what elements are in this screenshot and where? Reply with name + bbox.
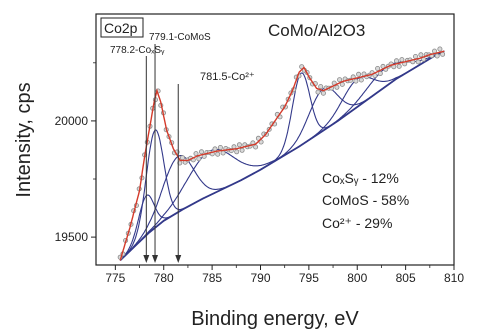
measured-point <box>393 58 399 64</box>
measured-point <box>396 63 402 69</box>
marker-arrow-0 <box>143 255 150 263</box>
measured-point <box>437 46 443 52</box>
legend-entry-cosy: CoₓSᵧ - 12% <box>322 170 399 186</box>
y-tick-label: 19500 <box>55 230 89 244</box>
measured-point <box>193 151 199 157</box>
measured-point <box>239 147 245 153</box>
measured-point <box>418 52 424 58</box>
measured-point <box>399 57 405 63</box>
measured-point <box>198 149 204 155</box>
x-tick-label: 790 <box>250 271 270 285</box>
marker-arrow-1 <box>152 255 159 263</box>
measured-point <box>434 53 440 59</box>
marker-label-cosy: 778.2-CoₓSᵧ <box>110 45 165 56</box>
measured-point <box>217 144 223 150</box>
y-axis-label: Intensity, cps <box>13 82 35 197</box>
marker-label-comos: 779.1-CoMoS <box>149 32 211 43</box>
x-tick-label: 780 <box>154 271 174 285</box>
measured-point <box>215 151 221 157</box>
measured-point <box>415 59 421 65</box>
measured-point <box>234 149 240 155</box>
measured-point <box>337 77 343 83</box>
measured-point <box>377 71 383 77</box>
x-tick-label: 800 <box>347 271 367 285</box>
legend-entry-comos: CoMoS - 58% <box>322 192 409 208</box>
measured-point <box>236 142 242 148</box>
plot-area <box>117 44 446 263</box>
measured-point <box>440 51 446 57</box>
measured-point <box>412 54 418 60</box>
measured-point <box>353 78 359 84</box>
measured-point <box>220 150 226 156</box>
plot-frame <box>95 13 455 266</box>
measured-point <box>196 156 202 162</box>
x-tick-label: 795 <box>299 271 319 285</box>
measured-point <box>315 89 321 95</box>
chart-title: CoMo/Al2O3 <box>268 21 365 40</box>
measured-point <box>255 135 261 141</box>
measured-point <box>212 146 218 152</box>
marker-arrow-2 <box>175 255 182 263</box>
x-tick-label: 785 <box>202 271 222 285</box>
measured-point <box>375 66 381 72</box>
marker-label-co2plus: 781.5-Co²⁺ <box>200 71 255 83</box>
measured-point <box>320 90 326 96</box>
measured-point <box>356 71 362 77</box>
x-tick-label: 805 <box>396 271 416 285</box>
legend-entry-co2plus: Co²⁺ - 29% <box>322 215 392 231</box>
corner-label: Co2p <box>104 20 138 36</box>
x-tick-label: 775 <box>105 271 125 285</box>
x-tick-label: 810 <box>444 271 464 285</box>
fit-envelope <box>119 50 445 261</box>
measured-point <box>179 155 185 161</box>
axis-ticks: 775 780 785 790 795 800 805 810 19500 20000 <box>55 62 464 285</box>
measured-point <box>253 144 259 150</box>
measured-point <box>318 84 324 90</box>
y-tick-label: 20000 <box>55 114 89 128</box>
measured-point <box>334 84 340 90</box>
corner-label-box <box>100 17 144 38</box>
x-axis-label: Binding energy, eV <box>191 308 359 330</box>
measured-point <box>358 77 364 83</box>
background-line <box>119 50 445 262</box>
